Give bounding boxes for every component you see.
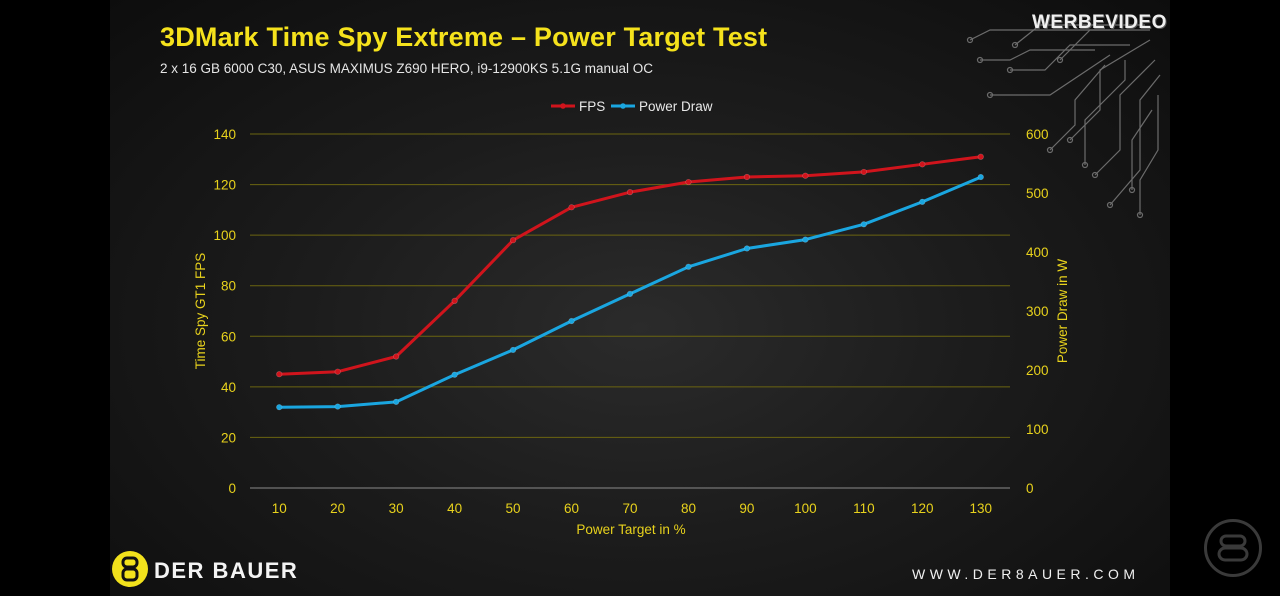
right-tick-label: 0 — [1026, 481, 1034, 496]
werbevideo-watermark: WERBEVIDEO — [1032, 12, 1167, 33]
x-tick-label: 90 — [739, 501, 754, 516]
power-draw-point — [509, 346, 517, 354]
chart-subtitle: 2 x 16 GB 6000 C30, ASUS MAXIMUS Z690 HE… — [160, 61, 653, 76]
left-tick-label: 100 — [213, 228, 236, 243]
left-tick-label: 0 — [228, 481, 236, 496]
left-tick-label: 80 — [221, 279, 236, 294]
x-tick-label: 60 — [564, 501, 579, 516]
left-tick-label: 40 — [221, 380, 236, 395]
power-draw-point — [977, 173, 984, 181]
y-axis-title: Time Spy GT1 FPS — [193, 253, 208, 370]
gridlines — [250, 133, 1010, 489]
right-tick-label: 500 — [1026, 186, 1049, 201]
fps-point — [334, 368, 341, 375]
x-tick-label: 10 — [272, 501, 287, 516]
power-draw-point — [393, 398, 400, 405]
right-tick-label: 100 — [1026, 422, 1049, 437]
power-draw-point — [568, 317, 575, 325]
brand-name: DER BAUER — [154, 558, 299, 583]
left-tick-label: 20 — [221, 430, 236, 445]
x-tick-label: 80 — [681, 501, 696, 516]
x-tick-label: 40 — [447, 501, 462, 516]
brand-url: WWW.DER8AUER.COM — [912, 566, 1140, 582]
x-tick-label: 70 — [622, 501, 637, 516]
fps-point — [919, 161, 926, 168]
fps-point — [743, 173, 751, 181]
x-axis-ticks: 10 20 30 40 50 60 70 80 90 100 110 120 130 — [272, 501, 992, 516]
x-tick-label: 30 — [389, 501, 404, 516]
legend-label-fps: FPS — [579, 99, 605, 114]
x-tick-label: 130 — [970, 501, 993, 516]
circuit-decoration — [966, 24, 1161, 219]
chart-title: 3DMark Time Spy Extreme – Power Target T… — [160, 22, 768, 52]
x-axis-title: Power Target in % — [576, 522, 685, 537]
power-draw-point — [743, 245, 751, 252]
right-tick-label: 200 — [1026, 363, 1049, 378]
x-tick-label: 100 — [794, 501, 817, 516]
power-draw-point — [802, 236, 809, 243]
series-layer — [276, 153, 984, 411]
slide: 3DMark Time Spy Extreme – Power Target T… — [110, 0, 1170, 596]
fps-point — [276, 371, 283, 378]
right-tick-label: 300 — [1026, 304, 1049, 319]
fps-point — [685, 178, 692, 186]
legend: FPS Power Draw — [551, 99, 713, 114]
x-tick-label: 110 — [853, 501, 875, 516]
derbauer-8-badge-icon — [112, 551, 148, 587]
fps-point — [860, 168, 867, 176]
fps-point — [568, 204, 575, 211]
left-tick-label: 60 — [221, 329, 236, 344]
fps-point — [393, 353, 400, 360]
derbauer-8-outline-icon — [1204, 519, 1262, 577]
right-axis-ticks: 0 100 200 300 400 500 600 — [1026, 127, 1049, 496]
power-draw-point — [860, 221, 867, 228]
fps-point — [626, 189, 634, 196]
x-tick-label: 120 — [911, 501, 934, 516]
legend-marker-power-draw — [620, 103, 626, 109]
left-axis-ticks: 0 20 40 60 80 100 120 140 — [213, 127, 236, 496]
fps-point — [802, 172, 809, 179]
fps-point — [451, 297, 458, 304]
legend-label-power-draw: Power Draw — [639, 99, 713, 114]
legend-marker-fps — [560, 103, 566, 109]
power-draw-point — [451, 371, 458, 378]
power-draw-point — [626, 290, 634, 297]
y2-axis-title: Power Draw in W — [1055, 259, 1070, 364]
right-tick-label: 600 — [1026, 127, 1049, 142]
power-draw-point — [919, 198, 926, 205]
fps-point — [977, 153, 984, 160]
x-tick-label: 50 — [506, 501, 521, 516]
power-draw-point — [334, 403, 341, 410]
right-tick-label: 400 — [1026, 245, 1049, 260]
power-draw-point — [685, 263, 692, 270]
power-draw-point — [276, 404, 283, 411]
x-tick-label: 20 — [330, 501, 345, 516]
left-tick-label: 120 — [213, 178, 236, 193]
fps-point — [509, 237, 517, 244]
left-tick-label: 140 — [213, 127, 236, 142]
